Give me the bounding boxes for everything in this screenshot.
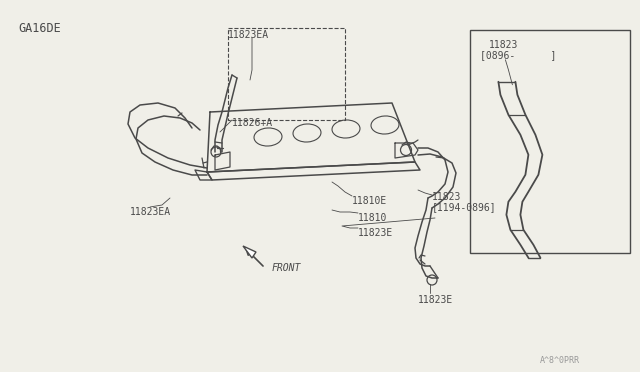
Bar — [470, 30, 630, 253]
Text: 11823EA: 11823EA — [228, 30, 269, 40]
Text: 11823EA: 11823EA — [130, 207, 171, 217]
Text: 11810: 11810 — [358, 213, 387, 223]
Text: 11826+A: 11826+A — [232, 118, 273, 128]
Text: A^8^0PRR: A^8^0PRR — [540, 356, 580, 365]
Text: 11810E: 11810E — [352, 196, 387, 206]
Text: 11823: 11823 — [432, 192, 461, 202]
Ellipse shape — [427, 275, 437, 285]
Text: GA16DE: GA16DE — [18, 22, 61, 35]
Polygon shape — [243, 246, 256, 258]
Text: [1194-0896]: [1194-0896] — [432, 202, 497, 212]
Text: [0896-      ]: [0896- ] — [481, 50, 557, 60]
Text: FRONT: FRONT — [272, 263, 301, 273]
Ellipse shape — [401, 144, 412, 155]
Text: 11823E: 11823E — [358, 228, 393, 238]
Text: 11823: 11823 — [488, 40, 518, 50]
Ellipse shape — [211, 147, 221, 157]
Text: 11823E: 11823E — [418, 295, 453, 305]
